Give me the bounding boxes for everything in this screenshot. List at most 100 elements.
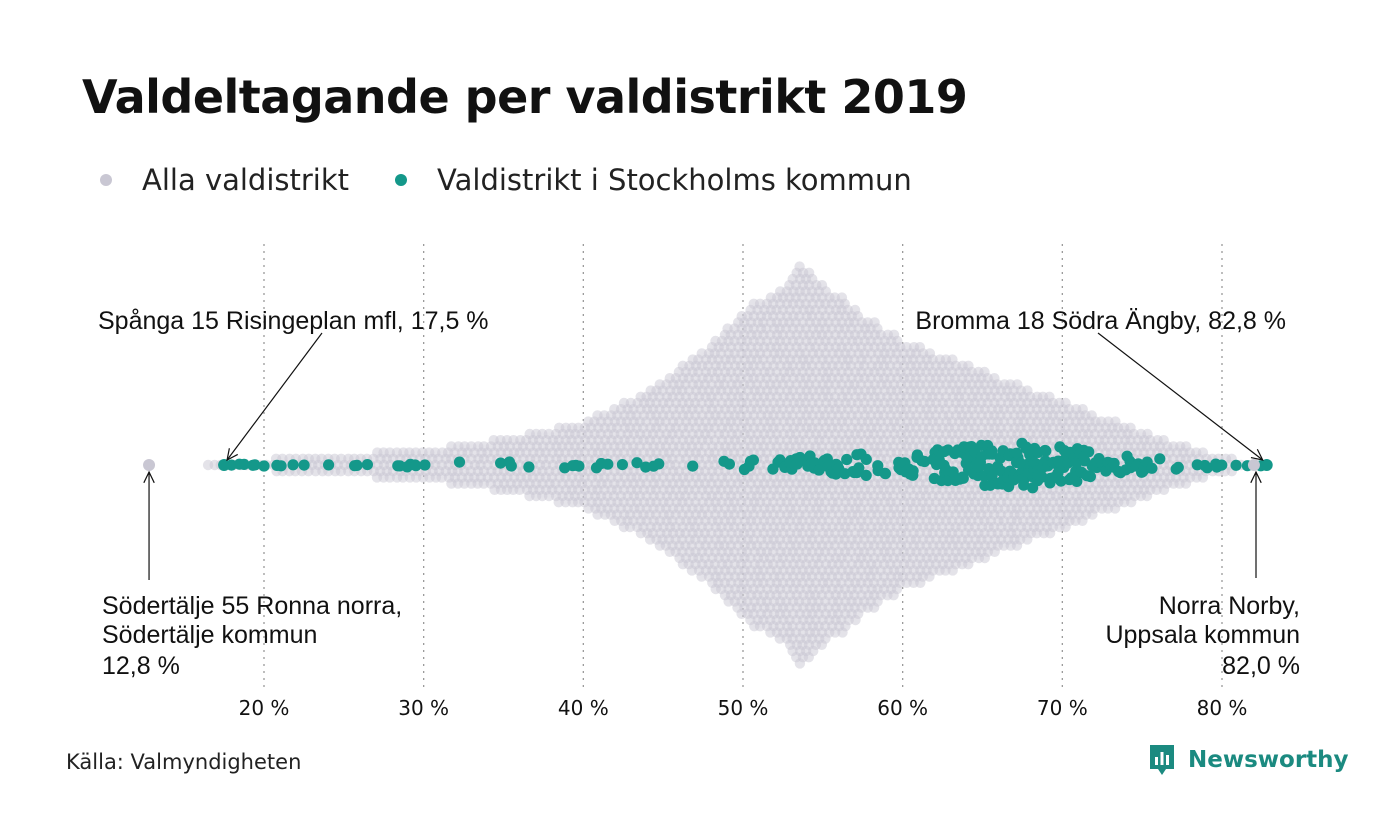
annotation-max-stockholm: Bromma 18 Södra Ängby, 82,8 % [915, 307, 1286, 335]
point-stockholm [1018, 479, 1030, 491]
point-all [989, 546, 1000, 557]
point-stockholm [1216, 459, 1228, 471]
point-stockholm [275, 460, 287, 472]
annotation-min-stockholm: Spånga 15 Risingeplan mfl, 17,5 % [98, 307, 489, 335]
point-stockholm [841, 453, 853, 466]
point-stockholm [860, 469, 872, 481]
point-all [840, 621, 851, 632]
point-stockholm [495, 457, 507, 469]
x-tick-label-30: 30 % [398, 696, 449, 720]
point-all [808, 645, 819, 657]
point-stockholm [410, 460, 422, 472]
arrow-min-stockholm [226, 332, 323, 461]
source-note: Källa: Valmyndigheten [66, 750, 302, 774]
point-stockholm [653, 458, 665, 470]
annotation-max-all-line3: 82,0 % [1222, 652, 1300, 680]
legend-item-stockholm: Valdistrikt i Stockholms kommun [395, 163, 912, 197]
x-tick-label-40: 40 % [558, 696, 609, 720]
point-stockholm [631, 457, 643, 469]
arrow-max-all-head [1250, 470, 1262, 484]
point-stockholm [687, 460, 699, 472]
point-stockholm [1172, 461, 1184, 473]
point-stockholm [323, 459, 335, 471]
arrow-min-all-head [143, 470, 155, 484]
point-all [924, 571, 935, 582]
legend: Alla valdistrikt Valdistrikt i Stockholm… [100, 160, 958, 200]
annotation-min-all-line1: Södertälje 55 Ronna norra, [102, 592, 402, 620]
point-stockholm [1071, 475, 1083, 487]
legend-item-all: Alla valdistrikt [100, 163, 349, 197]
point-stockholm [238, 458, 250, 470]
point-stockholm [351, 459, 363, 471]
point-stockholm [1093, 453, 1105, 465]
annotation-min-all-line2: Södertälje kommun [102, 621, 317, 649]
point-stockholm [287, 459, 299, 471]
point-all [1151, 484, 1162, 495]
chart-title: Valdeltagande per valdistrikt 2019 [82, 70, 968, 124]
point-all [1060, 521, 1071, 533]
x-tick-label-70: 70 % [1037, 696, 1088, 720]
point-stockholm [361, 459, 373, 471]
point-stockholm [453, 456, 466, 468]
point-stockholm [723, 458, 736, 470]
point-all [1126, 497, 1137, 508]
legend-label-stockholm: Valdistrikt i Stockholms kommun [437, 163, 912, 197]
arrow-min-stockholm-head [226, 448, 239, 462]
point-all [1158, 484, 1170, 495]
point-stockholm [573, 460, 585, 472]
point-stockholm [986, 445, 998, 457]
point-all [696, 571, 707, 582]
x-tick-label-80: 80 % [1197, 696, 1248, 720]
series-stockholm-points [225, 437, 1267, 494]
point-stockholm [1036, 471, 1048, 483]
x-tick-label-60: 60 % [877, 696, 928, 720]
point-stockholm [505, 460, 517, 472]
annotation-max-all-line2: Uppsala kommun [1105, 621, 1300, 649]
point-all [514, 484, 525, 495]
point-stockholm [1084, 471, 1096, 483]
point-stockholm [1040, 445, 1052, 457]
annotation-min-all-line3: 12,8 % [102, 652, 180, 680]
point-stockholm [907, 469, 919, 481]
point-stockholm [258, 460, 270, 472]
arrow-max-stockholm [1097, 332, 1264, 461]
point-all [384, 472, 395, 483]
point-all [436, 472, 447, 483]
point-stockholm [919, 455, 931, 468]
point-all [963, 559, 974, 570]
brand-logo: Newsworthy [1148, 743, 1349, 777]
arrow-max-stockholm-head [1250, 449, 1264, 461]
point-all [820, 633, 831, 644]
point-stockholm [1011, 447, 1023, 459]
point-stockholm [1146, 462, 1158, 474]
x-tick-label-20: 20 % [239, 696, 290, 720]
point-all [1022, 534, 1033, 545]
point-all [794, 658, 806, 669]
point-all [872, 596, 883, 607]
point-all [592, 509, 603, 520]
point-all-min [143, 459, 156, 471]
point-all-max [1247, 459, 1260, 471]
legend-label-all: Alla valdistrikt [142, 163, 350, 197]
point-all [624, 521, 636, 533]
point-stockholm [298, 459, 310, 471]
brand-name: Newsworthy [1188, 747, 1349, 773]
annotation-arrows [143, 332, 1264, 580]
point-stockholm [1055, 475, 1067, 487]
point-stockholm [747, 454, 760, 466]
legend-dot-icon-stockholm [395, 174, 408, 186]
point-stockholm [1083, 446, 1095, 458]
point-all [1197, 472, 1209, 483]
point-stockholm [853, 462, 865, 474]
point-stockholm-max [1260, 459, 1273, 471]
point-stockholm [872, 460, 884, 472]
x-axis-ticks: 20 % 30 % 40 % 50 % 60 % 70 % 80 % [239, 696, 1248, 720]
x-tick-label-50: 50 % [718, 696, 769, 720]
point-stockholm [1230, 459, 1242, 471]
point-stockholm [602, 458, 614, 470]
point-stockholm [860, 453, 872, 465]
annotation-max-all-line1: Norra Norby, [1159, 592, 1300, 620]
point-stockholm [419, 459, 431, 471]
point-stockholm [616, 459, 629, 471]
